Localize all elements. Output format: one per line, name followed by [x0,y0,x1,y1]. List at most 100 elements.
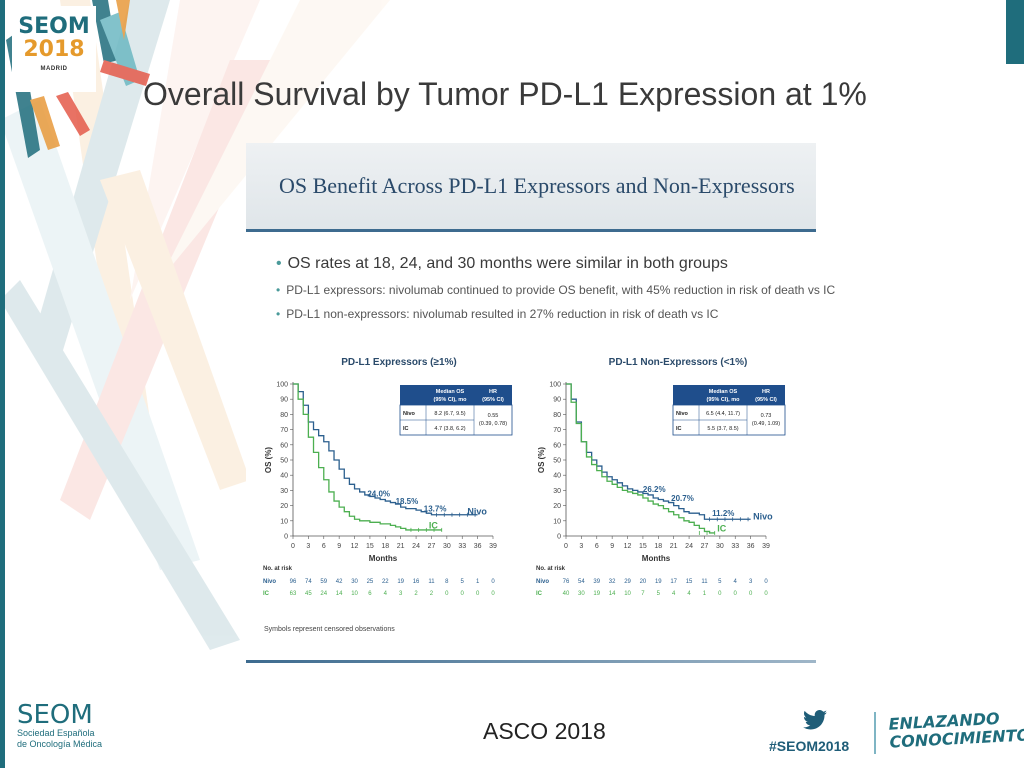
at-risk-value: 4 [384,591,388,597]
km-chart-2: PD-L1 Non-Expressors (<1%)01020304050607… [536,357,786,597]
km-plots: PD-L1 Expressors (≥1%)010203040506070809… [263,357,786,597]
x-tick-label: 0 [564,543,568,550]
bullet-dot-icon: • [276,307,281,321]
footer-conference: ASCO 2018 [483,718,606,744]
table-hr-ci: (0.49, 1.09) [752,421,780,427]
at-risk-label: No. at risk [536,566,566,572]
x-axis-label: Months [369,554,398,563]
at-risk-value: 14 [609,591,616,597]
x-tick-label: 24 [412,543,420,550]
at-risk-value: 54 [578,579,585,585]
at-risk-value: 10 [624,591,631,597]
hashtag: #SEOM2018 [769,738,850,754]
at-risk-value: 6 [368,591,372,597]
logo-city: MADRID [40,66,68,72]
figure-panel: OS Benefit Across PD-L1 Expressors and N… [246,143,835,664]
x-tick-label: 12 [624,543,632,550]
x-tick-label: 27 [701,543,709,550]
at-risk-label: No. at risk [263,566,293,572]
table-header: (95% CI) [755,397,777,403]
x-tick-label: 12 [351,543,359,550]
seom-2018-logo: SEOM 2018 MADRID [12,6,96,92]
data-label: Nivo [753,511,773,521]
at-risk-value: 20 [640,579,647,585]
at-risk-value: 39 [593,579,600,585]
footnote: Symbols represent censored observations [264,626,395,633]
x-tick-label: 9 [610,543,614,550]
bullet-text: PD-L1 non-expressors: nivolumab resulted… [286,307,719,321]
median-os-table: Median OS (95% CI), mo HR (95% CI) Nivo 6.5 (… [672,385,786,436]
at-risk-value: 3 [399,591,403,597]
y-tick-label: 20 [553,503,561,510]
logo-year: 2018 [23,37,85,62]
at-risk-value: 76 [563,579,570,585]
at-risk-value: 5 [461,579,465,585]
at-risk-value: 96 [290,579,297,585]
y-axis-label: OS (%) [537,447,546,474]
table-header: HR [762,389,770,395]
at-risk-value: 29 [624,579,631,585]
x-tick-label: 15 [366,543,374,550]
bullet-2: • PD-L1 expressors: nivolumab continued t… [276,283,835,297]
at-risk-value: 2 [430,591,434,597]
table-header: (95% CI) [482,397,504,403]
bullet-dot-icon: • [276,255,282,272]
table-header: (95% CI), mo [433,397,467,403]
y-tick-label: 0 [284,534,288,541]
footer-logo-line2: de Oncología Médica [17,739,103,749]
bullet-text: PD-L1 expressors: nivolumab continued to… [286,283,836,297]
x-tick-label: 3 [306,543,310,550]
at-risk-value: 45 [305,591,312,597]
x-tick-label: 39 [489,543,497,550]
footer-logo-line1: Sociedad Española [17,728,95,738]
table-header: HR [489,389,497,395]
panel-title: OS Benefit Across PD-L1 Expressors and N… [279,173,795,198]
bullet-3: • PD-L1 non-expressors: nivolumab resulte… [276,307,718,321]
data-label: IC [717,523,727,533]
logo-name: SEOM [18,14,90,39]
data-label: 26.2% [643,485,666,494]
x-tick-label: 9 [337,543,341,550]
slogan: ENLAZANDO CONOCIMIENTO [888,708,1024,752]
at-risk-value: 42 [336,579,343,585]
twitter-icon [803,710,827,730]
at-risk-value: 10 [351,591,358,597]
y-tick-label: 100 [276,382,288,389]
x-tick-label: 39 [762,543,770,550]
table-hr-ci: (0.39, 0.78) [479,421,507,427]
x-tick-label: 21 [670,543,678,550]
series-line-ic [293,383,442,531]
y-tick-label: 0 [557,534,561,541]
y-tick-label: 80 [553,412,561,419]
at-risk-row-label: IC [263,591,270,597]
y-tick-label: 70 [553,427,561,434]
median-os-table: Median OS (95% CI), mo HR (95% CI) Nivo 8.2 (… [399,385,513,436]
x-tick-label: 30 [716,543,724,550]
at-risk-value: 0 [734,591,738,597]
y-tick-label: 100 [549,382,561,389]
slide-title: Overall Survival by Tumor PD-L1 Expressi… [143,76,867,112]
at-risk-value: 0 [749,591,753,597]
at-risk-value: 14 [336,591,343,597]
at-risk-value: 8 [445,579,449,585]
at-risk-value: 30 [351,579,358,585]
table-header: Median OS [709,389,738,395]
x-tick-label: 36 [474,543,482,550]
at-risk-row-label: Nivo [536,579,549,585]
y-axis-label: OS (%) [264,447,273,474]
y-tick-label: 90 [553,397,561,404]
at-risk-value: 5 [718,579,722,585]
at-risk-value: 4 [734,579,738,585]
at-risk-value: 63 [290,591,297,597]
x-tick-label: 15 [639,543,647,550]
data-label: 20.7% [671,494,694,503]
panel-footer-divider [246,660,816,663]
x-tick-label: 33 [458,543,466,550]
y-tick-label: 90 [280,397,288,404]
table-cell: 8.2 (6.7, 9.5) [434,411,465,417]
table-row-label: Nivo [403,411,416,417]
x-tick-label: 36 [747,543,755,550]
y-tick-label: 60 [553,442,561,449]
